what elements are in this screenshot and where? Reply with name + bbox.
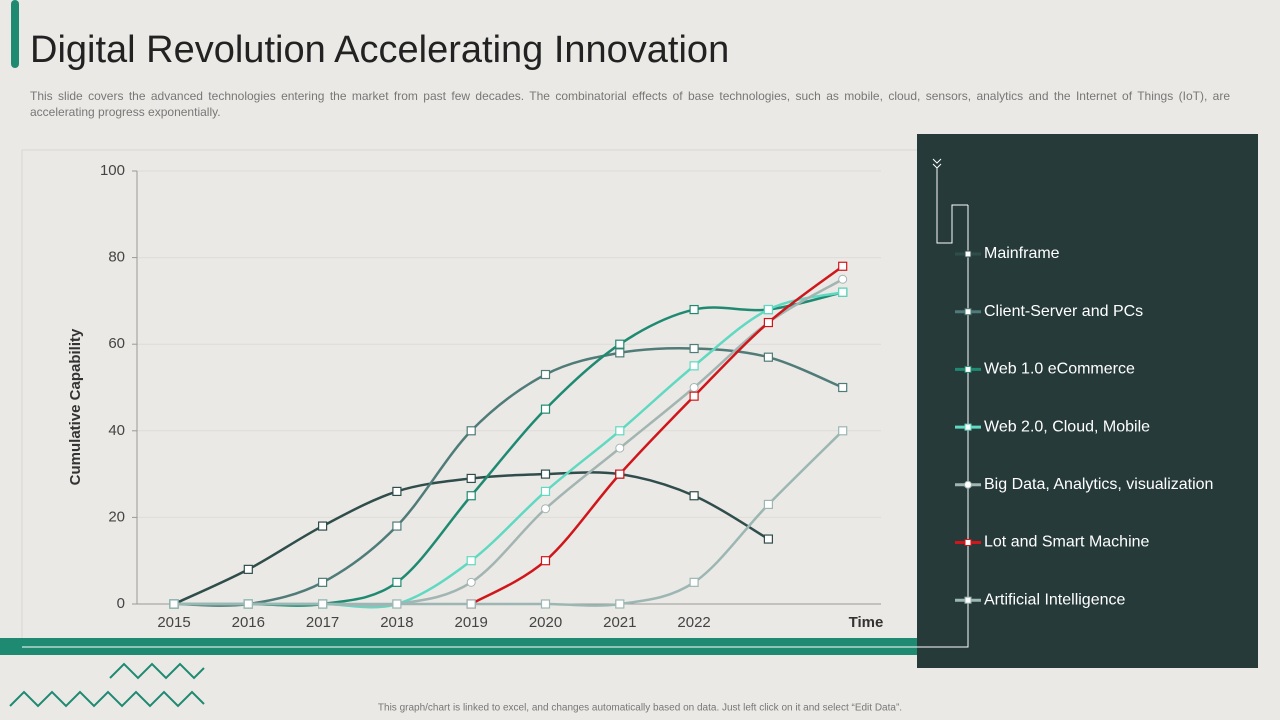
point [541,504,550,514]
point [689,361,699,371]
x-tick-label: 2022 [677,614,710,631]
point [615,443,625,453]
point [169,599,179,609]
footnote: This graph/chart is linked to excel, and… [378,703,902,714]
point [540,469,551,479]
legend-marker [964,365,972,373]
point [763,352,774,362]
point [540,599,551,609]
legend-label: Artificial Intelligence [984,591,1126,608]
legend-label: Client-Server and PCs [984,303,1143,320]
point [763,499,774,510]
y-tick-label: 0 [117,595,125,612]
point [615,469,625,479]
legend-marker [964,423,972,431]
legend-label: Web 2.0, Cloud, Mobile [984,418,1150,435]
legend-label: Big Data, Analytics, visualization [984,476,1213,493]
point [689,491,699,501]
legend-panel [917,134,1258,668]
legend-marker [964,539,972,546]
legend-label: Mainframe [984,245,1060,262]
point [615,339,625,349]
legend-marker [964,250,972,258]
y-tick-label: 80 [108,249,125,266]
point [615,348,625,358]
series-line [173,347,844,607]
y-tick-label: 100 [100,162,125,179]
point [838,274,848,284]
description-box: This slide covers the advanced technolog… [30,89,1230,119]
point [318,599,328,609]
point [466,556,476,566]
point [838,287,848,297]
point [763,304,774,315]
x-tick-label: 2016 [232,614,265,631]
point [540,369,551,380]
legend-marker [964,596,972,604]
legend-marker [964,480,972,489]
point [838,426,848,436]
point [243,564,253,574]
y-tick-label: 40 [108,422,125,439]
point [466,491,476,501]
legend-label: Web 1.0 eCommerce [984,361,1135,378]
zigzag [9,690,205,708]
point [615,599,625,609]
point [540,404,551,414]
point [838,382,848,393]
series-line [174,429,844,607]
panel-connector [22,168,969,648]
point [689,391,699,401]
x-tick-label: 2021 [603,614,636,631]
point [763,317,774,328]
point [838,261,848,271]
y-tick-label: 60 [108,335,125,352]
point [392,486,402,497]
title: Digital Revolution Accelerating Innovati… [30,29,729,71]
point [466,473,476,484]
x-tick-label: 2019 [455,614,488,631]
title-accent [11,0,19,68]
point [318,577,328,587]
y-tick-label: 20 [108,508,125,525]
point [540,556,551,566]
point [689,577,699,587]
point [392,577,402,587]
point [466,577,476,587]
x-tick-label: 2020 [529,614,562,631]
point [689,343,699,354]
legend-label: Lot and Smart Machine [984,534,1150,551]
point [243,599,253,609]
point [689,304,699,315]
x-tick-label: 2015 [157,614,190,631]
zigzag [109,662,205,680]
chevron-icon [932,158,942,169]
x-tick-label: 2017 [306,614,339,631]
series-line [174,291,843,607]
point [318,521,328,531]
point [466,426,476,436]
legend-marker [964,308,972,316]
point [763,534,774,544]
point [466,599,476,609]
point [392,521,402,531]
x-tick-label: 2018 [380,614,413,631]
description: This slide covers the advanced technolog… [30,89,1230,119]
point [540,486,551,497]
y-axis-label: Cumulative Capability [67,328,84,485]
point [689,383,699,392]
x-axis-label: Time [849,614,884,631]
point [615,426,625,436]
point [392,599,402,609]
